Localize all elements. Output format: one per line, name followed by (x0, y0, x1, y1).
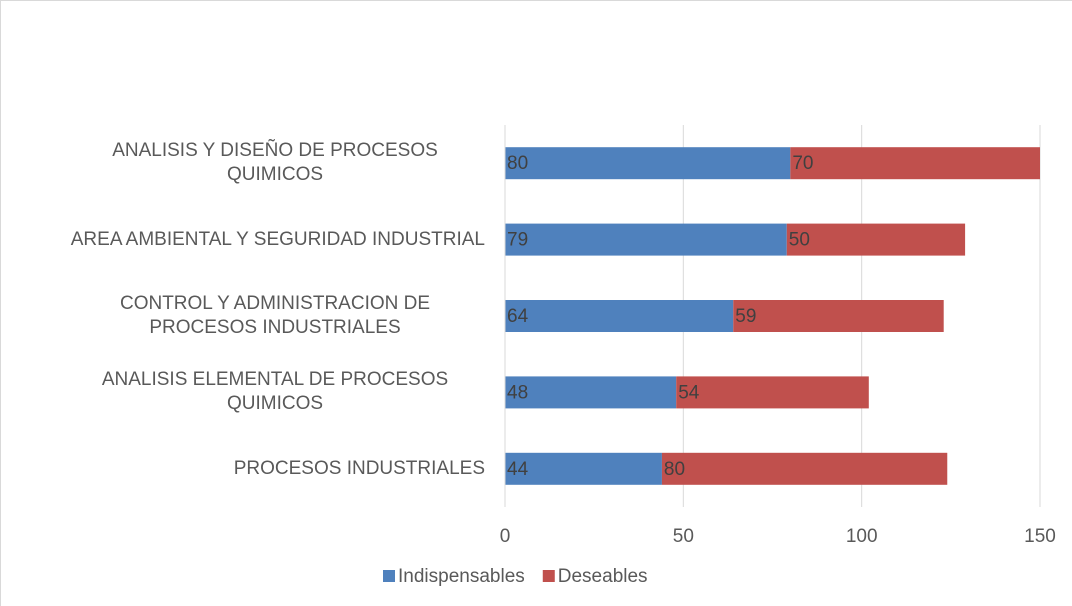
data-label: 80 (664, 459, 685, 480)
data-label: 48 (507, 382, 528, 403)
bar-segment (505, 147, 791, 180)
data-label: 64 (507, 306, 529, 327)
y-tick-label: PROCESOS INDUSTRIALES (233, 457, 485, 479)
bar-segment (505, 376, 677, 409)
bar-segment (505, 452, 662, 485)
y-tick-label: ANALISIS ELEMENTAL DE PROCESOS QUIMICOS (101, 369, 449, 415)
data-label: 70 (792, 153, 813, 174)
data-label: 59 (735, 306, 756, 327)
y-tick-label: CONTROL Y ADMINISTRACION DE PROCESOS IND… (119, 293, 431, 338)
data-label: 44 (507, 459, 529, 480)
legend-label: Deseables (558, 566, 648, 587)
x-tick-label: 150 (1024, 526, 1056, 547)
y-tick-label: AREA AMBIENTAL Y SEGURIDAD INDUSTRIAL (70, 228, 485, 250)
data-label: 54 (678, 382, 700, 403)
bar-segment (505, 300, 734, 332)
bar-segment (676, 376, 869, 409)
y-tick-label: ANALISIS Y DISEÑO DE PROCESOS QUIMICOS (112, 140, 438, 186)
data-label: 79 (507, 230, 528, 251)
legend-swatch (542, 570, 555, 582)
bar-segment (733, 300, 944, 332)
category-label-box: AREA AMBIENTAL Y SEGURIDAD INDUSTRIAL (40, 228, 485, 252)
x-tick-label: 50 (673, 526, 694, 547)
bar-segment (661, 452, 948, 485)
data-label: 50 (789, 230, 810, 251)
category-label-box: ANALISIS ELEMENTAL DE PROCESOS QUIMICOS (40, 368, 485, 416)
x-tick-label: 0 (500, 526, 511, 547)
legend-swatch (383, 570, 395, 582)
category-label-box: ANALISIS Y DISEÑO DE PROCESOS QUIMICOS (40, 139, 485, 187)
legend-label: Indispensables (398, 566, 525, 587)
bar-segment (790, 147, 1040, 180)
bar-segment (505, 223, 787, 256)
bar-segment (786, 223, 966, 256)
category-label-box: PROCESOS INDUSTRIALES (40, 457, 485, 481)
x-tick-label: 100 (846, 526, 878, 547)
category-label-box: CONTROL Y ADMINISTRACION DE PROCESOS IND… (40, 292, 485, 340)
data-label: 80 (507, 153, 528, 174)
